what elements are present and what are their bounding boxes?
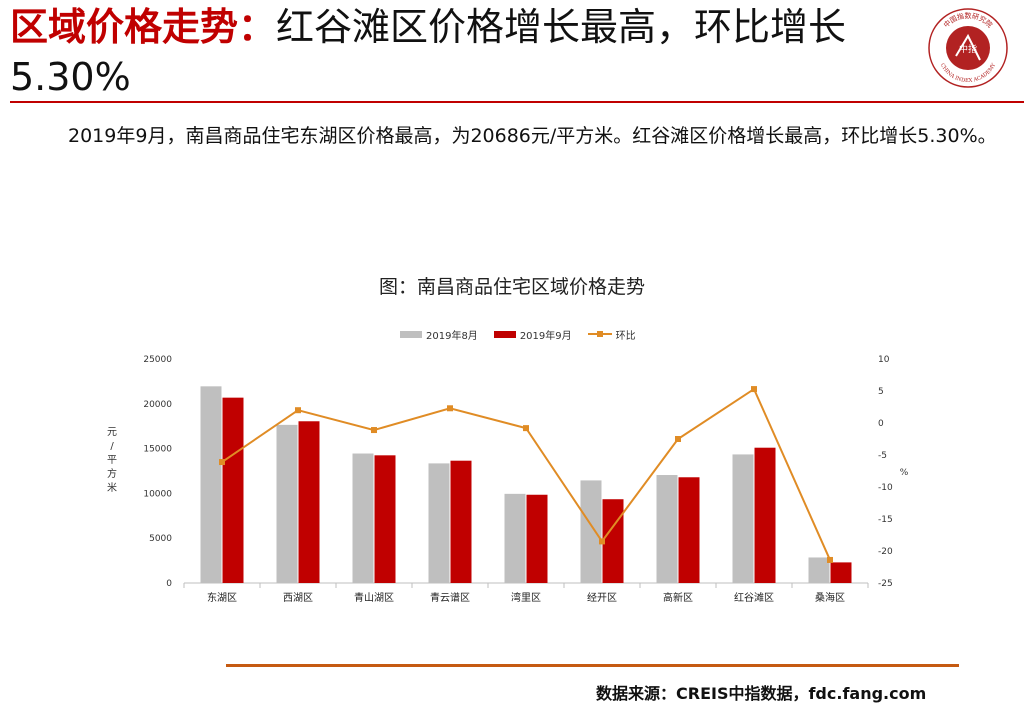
y-right-tick-label: -20: [878, 547, 893, 557]
y-right-tick-label: -15: [878, 515, 893, 525]
legend-item-mom: 环比: [587, 327, 636, 342]
y-left-tick-label: 0: [166, 579, 172, 589]
x-tick-label: 西湖区: [283, 592, 313, 604]
title-rest: 红谷滩区价格增长最高，环比增长5.30%: [10, 5, 847, 99]
legend-label-sep: 2019年9月: [519, 330, 572, 342]
legend-swatch-sep: [493, 330, 516, 338]
bar-aug: [732, 454, 754, 583]
y-right-tick-label: 5: [878, 387, 884, 397]
bar-aug: [200, 386, 222, 583]
y-left-tick-label: 5000: [149, 534, 172, 544]
bar-aug: [352, 453, 374, 583]
bar-sep: [602, 499, 624, 583]
legend-swatch-aug: [400, 330, 422, 338]
mom-point: [447, 405, 453, 412]
bar-aug: [276, 424, 298, 583]
mom-point: [827, 556, 833, 563]
y-right-tick-label: -25: [878, 579, 893, 589]
y-right-axis-label: %: [900, 468, 909, 478]
legend-label-mom: 环比: [615, 330, 636, 342]
title-accent: 区域价格走势：: [10, 5, 277, 49]
y-right-tick-label: 0: [878, 419, 884, 429]
title-divider: [10, 101, 1024, 103]
bar-sep: [830, 562, 852, 583]
legend-item-sep: 2019年9月: [493, 327, 572, 342]
bar-sep: [222, 397, 244, 583]
mom-point: [295, 407, 301, 414]
academy-logo: 中指 中国指数研究院 CHINA INDEX ACADEMY: [928, 8, 1008, 88]
mom-point: [675, 436, 681, 442]
bar-sep: [678, 477, 700, 583]
legend-label-aug: 2019年8月: [426, 330, 478, 342]
chart-title: 图：南昌商品住宅区域价格走势: [378, 276, 645, 298]
bar-sep: [298, 421, 320, 583]
x-tick-label: 桑海区: [815, 591, 845, 604]
logo-center-text: 中指: [959, 43, 977, 55]
page-title: 区域价格走势：红谷滩区价格增长最高，环比增长5.30%: [10, 2, 910, 102]
y-left-tick-label: 15000: [143, 445, 172, 455]
bar-aug: [808, 557, 830, 583]
y-right-tick-label: -5: [878, 451, 887, 461]
y-right-tick-label: 10: [878, 355, 890, 365]
x-tick-label: 湾里区: [511, 591, 541, 604]
mom-point: [599, 538, 605, 545]
legend-swatch-mom: [587, 331, 612, 337]
y-right-tick-label: -10: [878, 483, 893, 493]
mom-point: [371, 427, 377, 434]
mom-point: [523, 425, 529, 432]
x-tick-label: 高新区: [663, 591, 693, 604]
x-tick-label: 经开区: [587, 591, 617, 604]
bar-aug: [580, 480, 602, 583]
bar-sep: [526, 494, 548, 583]
bar-aug: [656, 475, 678, 583]
x-tick-label: 东湖区: [207, 591, 237, 604]
bar-sep: [450, 460, 472, 583]
legend-item-aug: 2019年8月: [400, 327, 478, 342]
mom-point: [219, 459, 225, 466]
chart-legend: 2019年8月 2019年9月 环比: [400, 326, 652, 342]
bar-sep: [374, 455, 396, 583]
y-left-tick-label: 20000: [143, 400, 172, 410]
y-left-axis-label: 元/平方米: [107, 427, 117, 494]
x-tick-label: 青山湖区: [354, 591, 394, 604]
source-divider: [226, 664, 959, 667]
intro-paragraph: 2019年9月，南昌商品住宅东湖区价格最高，为20686元/平方米。红谷滩区价格…: [68, 125, 997, 147]
y-left-tick-label: 25000: [143, 355, 172, 365]
bar-aug: [504, 493, 526, 583]
x-tick-label: 红谷滩区: [734, 591, 774, 604]
bar-aug: [428, 463, 450, 583]
mom-point: [751, 386, 757, 393]
data-source: 数据来源：CREIS中指数据，fdc.fang.com: [596, 684, 927, 703]
x-tick-label: 青云谱区: [430, 591, 470, 604]
y-left-tick-label: 10000: [143, 489, 172, 499]
bar-sep: [754, 447, 776, 583]
